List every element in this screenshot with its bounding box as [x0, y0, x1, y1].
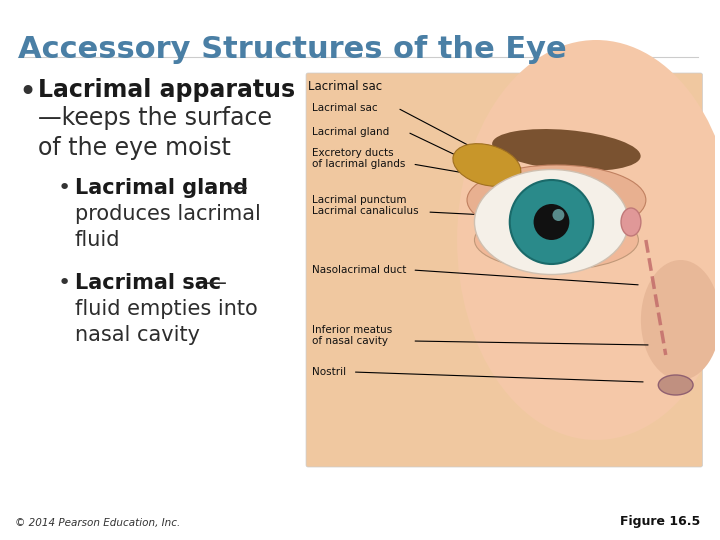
Text: Lacrimal gland: Lacrimal gland — [312, 127, 390, 137]
Text: Inferior meatus: Inferior meatus — [312, 325, 392, 335]
Text: Figure 16.5: Figure 16.5 — [620, 515, 701, 528]
Text: Accessory Structures of the Eye: Accessory Structures of the Eye — [18, 35, 567, 64]
Text: Lacrimal sac: Lacrimal sac — [308, 80, 382, 93]
Text: •: • — [58, 178, 71, 198]
Text: Lacrimal apparatus: Lacrimal apparatus — [37, 78, 295, 102]
Ellipse shape — [457, 40, 720, 440]
Text: of the eye moist: of the eye moist — [37, 136, 230, 160]
Text: Nasolacrimal duct: Nasolacrimal duct — [312, 265, 406, 275]
Text: fluid empties into: fluid empties into — [75, 299, 257, 319]
Text: Lacrimal gland: Lacrimal gland — [75, 178, 248, 198]
Text: •: • — [18, 78, 36, 107]
Ellipse shape — [658, 375, 693, 395]
FancyBboxPatch shape — [306, 73, 703, 467]
Circle shape — [552, 209, 564, 221]
Text: Lacrimal sac: Lacrimal sac — [75, 273, 220, 293]
Text: —: — — [227, 178, 248, 198]
Text: Lacrimal sac: Lacrimal sac — [312, 103, 377, 113]
Circle shape — [510, 180, 593, 264]
Ellipse shape — [474, 170, 629, 274]
Ellipse shape — [453, 144, 521, 186]
Ellipse shape — [621, 208, 641, 236]
Ellipse shape — [467, 165, 646, 235]
Text: Excretory ducts: Excretory ducts — [312, 148, 394, 158]
Text: •: • — [58, 273, 71, 293]
Ellipse shape — [492, 129, 641, 171]
Ellipse shape — [474, 210, 639, 270]
Text: Nostril: Nostril — [312, 367, 346, 377]
Text: © 2014 Pearson Education, Inc.: © 2014 Pearson Education, Inc. — [15, 518, 180, 528]
Text: Lacrimal punctum: Lacrimal punctum — [312, 195, 407, 205]
Text: fluid: fluid — [75, 230, 120, 250]
Circle shape — [534, 204, 570, 240]
Text: —: — — [206, 273, 227, 293]
Text: of lacrimal glands: of lacrimal glands — [312, 159, 405, 169]
Text: —keeps the surface: —keeps the surface — [37, 106, 271, 130]
Ellipse shape — [641, 260, 720, 380]
Text: produces lacrimal: produces lacrimal — [75, 204, 261, 224]
Text: nasal cavity: nasal cavity — [75, 325, 199, 345]
Text: of nasal cavity: of nasal cavity — [312, 336, 388, 346]
Text: Lacrimal canaliculus: Lacrimal canaliculus — [312, 206, 418, 216]
